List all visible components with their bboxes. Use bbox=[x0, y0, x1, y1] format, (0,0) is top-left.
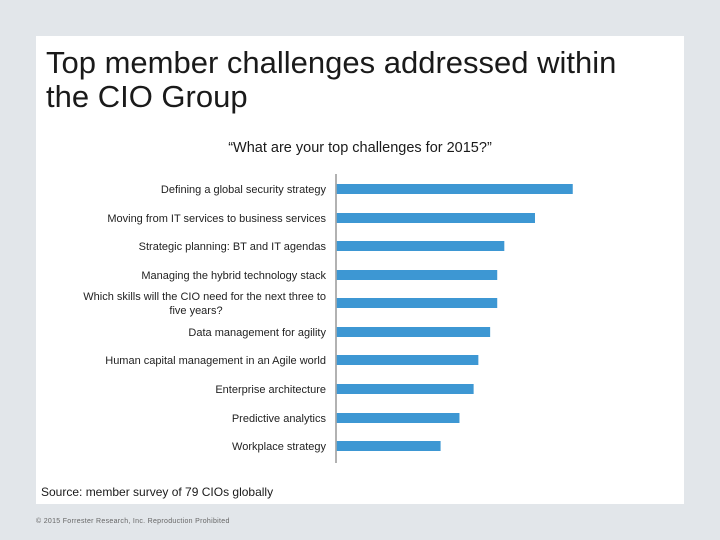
source-note: Source: member survey of 79 CIOs globall… bbox=[41, 485, 274, 499]
copyright-note: © 2015 Forrester Research, Inc. Reproduc… bbox=[36, 518, 230, 525]
category-label: Predictive analytics bbox=[232, 413, 327, 425]
category-label: Human capital management in an Agile wor… bbox=[105, 355, 326, 367]
category-label: Workplace strategy bbox=[232, 441, 326, 453]
category-label: Data management for agility bbox=[188, 327, 326, 339]
bar bbox=[336, 241, 505, 251]
slide: Top member challenges addressed within t… bbox=[36, 36, 684, 504]
bar bbox=[336, 441, 441, 451]
category-label: Managing the hybrid technology stack bbox=[141, 270, 326, 282]
bar bbox=[336, 327, 491, 337]
category-label: Which skills will the CIO need for the n… bbox=[83, 291, 326, 317]
chart-title: “What are your top challenges for 2015?” bbox=[228, 140, 492, 156]
bar bbox=[336, 413, 460, 423]
category-label: Enterprise architecture bbox=[215, 384, 326, 396]
category-label: Strategic planning: BT and IT agendas bbox=[139, 241, 327, 253]
category-label: Defining a global security strategy bbox=[161, 184, 327, 196]
category-label: Moving from IT services to business serv… bbox=[107, 213, 326, 225]
bar bbox=[336, 270, 498, 280]
bar bbox=[336, 298, 498, 308]
bar-chart: Defining a global security strategy Movin… bbox=[83, 174, 573, 463]
bar bbox=[336, 355, 479, 365]
bar bbox=[336, 213, 535, 223]
bar bbox=[336, 184, 573, 194]
slide-title: Top member challenges addressed within t… bbox=[46, 45, 617, 114]
bar bbox=[336, 384, 474, 394]
